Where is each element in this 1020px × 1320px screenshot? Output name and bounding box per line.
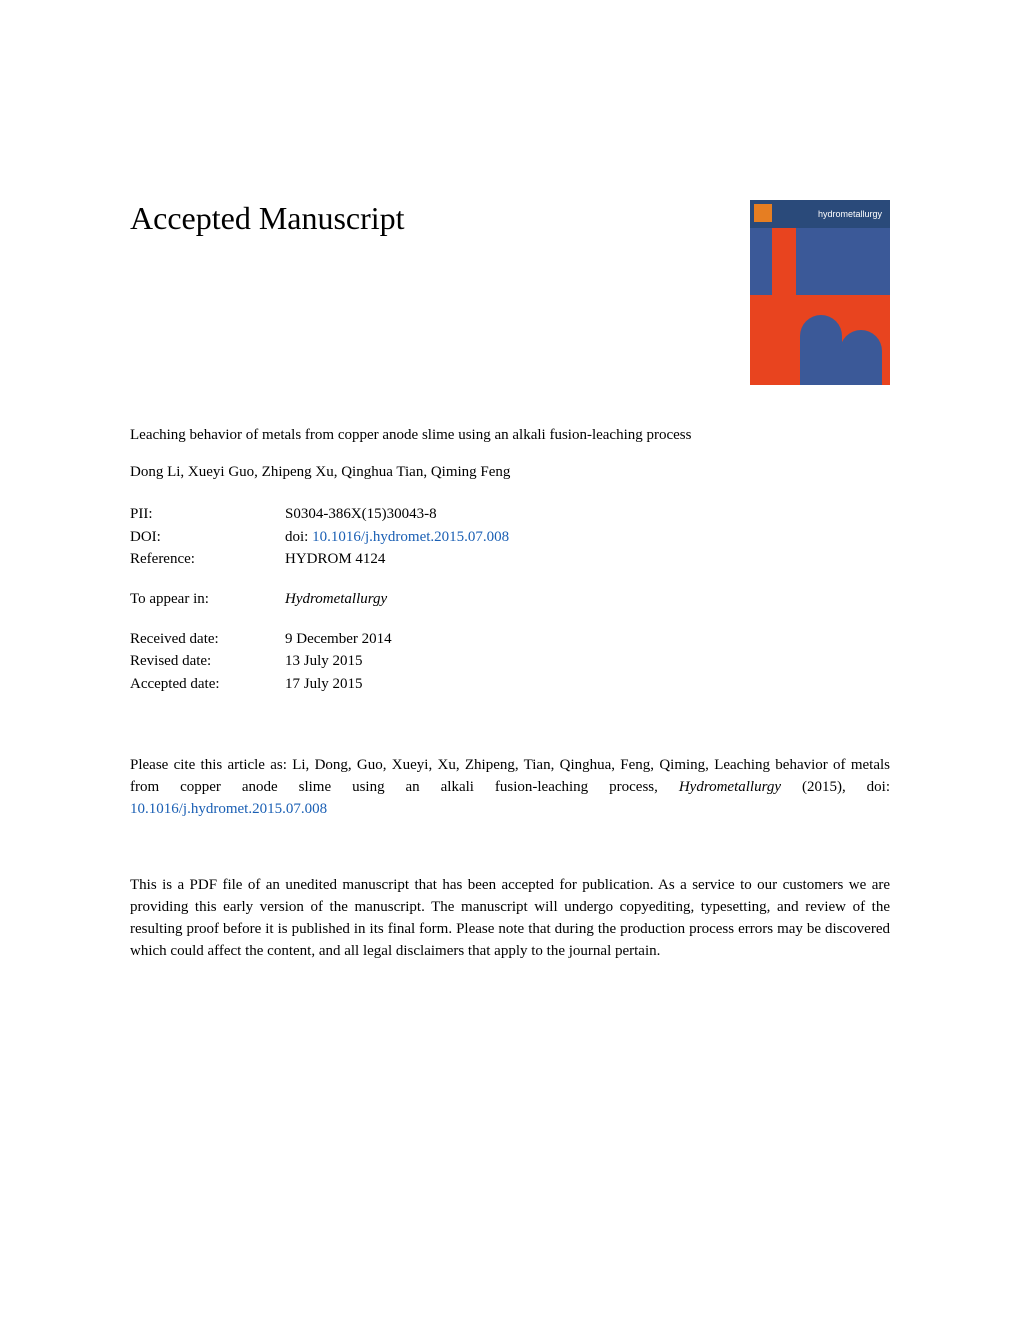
doi-link[interactable]: 10.1016/j.hydromet.2015.07.008 [312, 529, 509, 545]
doi-value: doi: 10.1016/j.hydromet.2015.07.008 [285, 526, 890, 549]
revised-date-row: Revised date: 13 July 2015 [130, 650, 890, 673]
received-date-label: Received date: [130, 628, 285, 651]
cover-decoration [840, 330, 882, 385]
reference-value: HYDROM 4124 [285, 548, 890, 571]
accepted-date-row: Accepted date: 17 July 2015 [130, 673, 890, 696]
reference-row: Reference: HYDROM 4124 [130, 548, 890, 571]
appear-in-label: To appear in: [130, 591, 285, 608]
revised-date-label: Revised date: [130, 650, 285, 673]
accepted-date-label: Accepted date: [130, 673, 285, 696]
citation-text: Please cite this article as: Li, Dong, G… [130, 755, 890, 820]
pii-row: PII: S0304-386X(15)30043-8 [130, 503, 890, 526]
disclaimer-text: This is a PDF file of an unedited manusc… [130, 875, 890, 962]
citation-middle: (2015), doi: [781, 779, 890, 795]
elsevier-logo-icon [754, 204, 772, 222]
authors-list: Dong Li, Xueyi Guo, Zhipeng Xu, Qinghua … [130, 464, 890, 481]
appear-in-row: To appear in: Hydrometallurgy [130, 591, 890, 608]
journal-cover-image: hydrometallurgy [750, 200, 890, 385]
page-container: Accepted Manuscript hydrometallurgy Leac… [0, 0, 1020, 962]
reference-label: Reference: [130, 548, 285, 571]
received-date-row: Received date: 9 December 2014 [130, 628, 890, 651]
citation-journal: Hydrometallurgy [679, 779, 781, 795]
metadata-table: PII: S0304-386X(15)30043-8 DOI: doi: 10.… [130, 503, 890, 571]
pii-label: PII: [130, 503, 285, 526]
accepted-manuscript-heading: Accepted Manuscript [130, 200, 405, 237]
cover-decoration [800, 315, 842, 385]
header-row: Accepted Manuscript hydrometallurgy [130, 200, 890, 385]
citation-doi-link[interactable]: 10.1016/j.hydromet.2015.07.008 [130, 801, 327, 817]
journal-cover-header: hydrometallurgy [750, 200, 890, 228]
dates-table: Received date: 9 December 2014 Revised d… [130, 628, 890, 696]
received-date-value: 9 December 2014 [285, 628, 890, 651]
article-title: Leaching behavior of metals from copper … [130, 425, 700, 446]
doi-prefix: doi: [285, 529, 312, 545]
pii-value: S0304-386X(15)30043-8 [285, 503, 890, 526]
doi-label: DOI: [130, 526, 285, 549]
appear-in-value: Hydrometallurgy [285, 591, 387, 608]
accepted-date-value: 17 July 2015 [285, 673, 890, 696]
doi-row: DOI: doi: 10.1016/j.hydromet.2015.07.008 [130, 526, 890, 549]
journal-cover-name: hydrometallurgy [818, 209, 882, 219]
revised-date-value: 13 July 2015 [285, 650, 890, 673]
